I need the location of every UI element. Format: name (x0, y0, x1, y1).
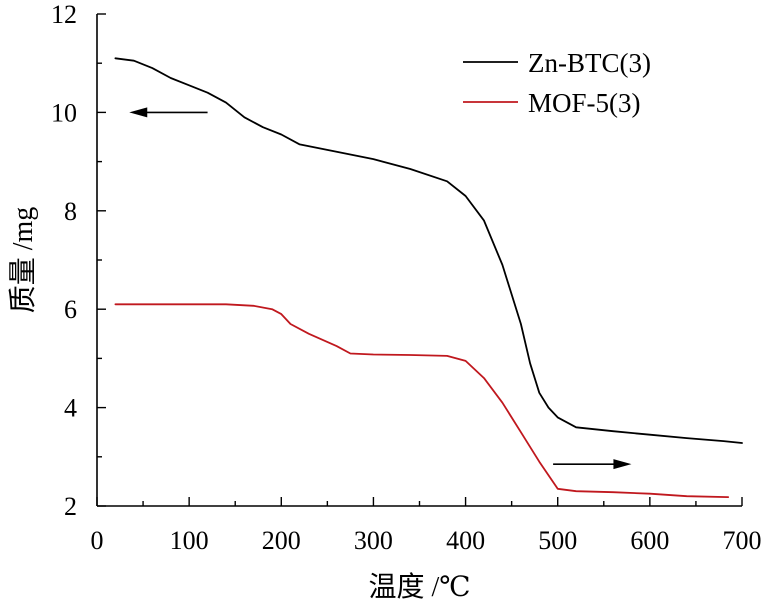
arrows (129, 107, 632, 470)
y-tick-label: 4 (64, 394, 77, 423)
x-tick-label: 200 (262, 526, 301, 555)
series-group (114, 57, 743, 499)
x-axis-title: 温度 /℃ (368, 571, 470, 603)
y-tick-label: 12 (51, 0, 77, 29)
x-tick-label: 300 (354, 526, 393, 555)
legend-label: Zn-BTC(3) (528, 48, 651, 78)
x-tick-label: 0 (91, 526, 104, 555)
y-axis-title: 质量 /mg (7, 207, 39, 314)
arrow-right-head (613, 459, 632, 470)
ticks: 0 100 200 300 400 500 600 700 2 4 6 8 10 12 (51, 0, 762, 555)
legend-label: MOF-5(3) (528, 88, 641, 118)
y-tick-label: 8 (64, 197, 77, 226)
x-tick-label: 100 (170, 526, 209, 555)
series-line-zn-btc (114, 57, 743, 444)
x-tick-label: 600 (630, 526, 669, 555)
y-tick-label: 10 (51, 98, 77, 127)
series-line-mof-5 (114, 303, 730, 499)
legend: Zn-BTC(3) MOF-5(3) (463, 48, 651, 118)
x-tick-label: 500 (538, 526, 577, 555)
y-tick-label: 6 (64, 295, 77, 324)
x-tick-label: 400 (446, 526, 485, 555)
y-tick-label: 2 (64, 492, 77, 521)
x-tick-label: 700 (723, 526, 762, 555)
arrow-left-head (129, 107, 148, 118)
